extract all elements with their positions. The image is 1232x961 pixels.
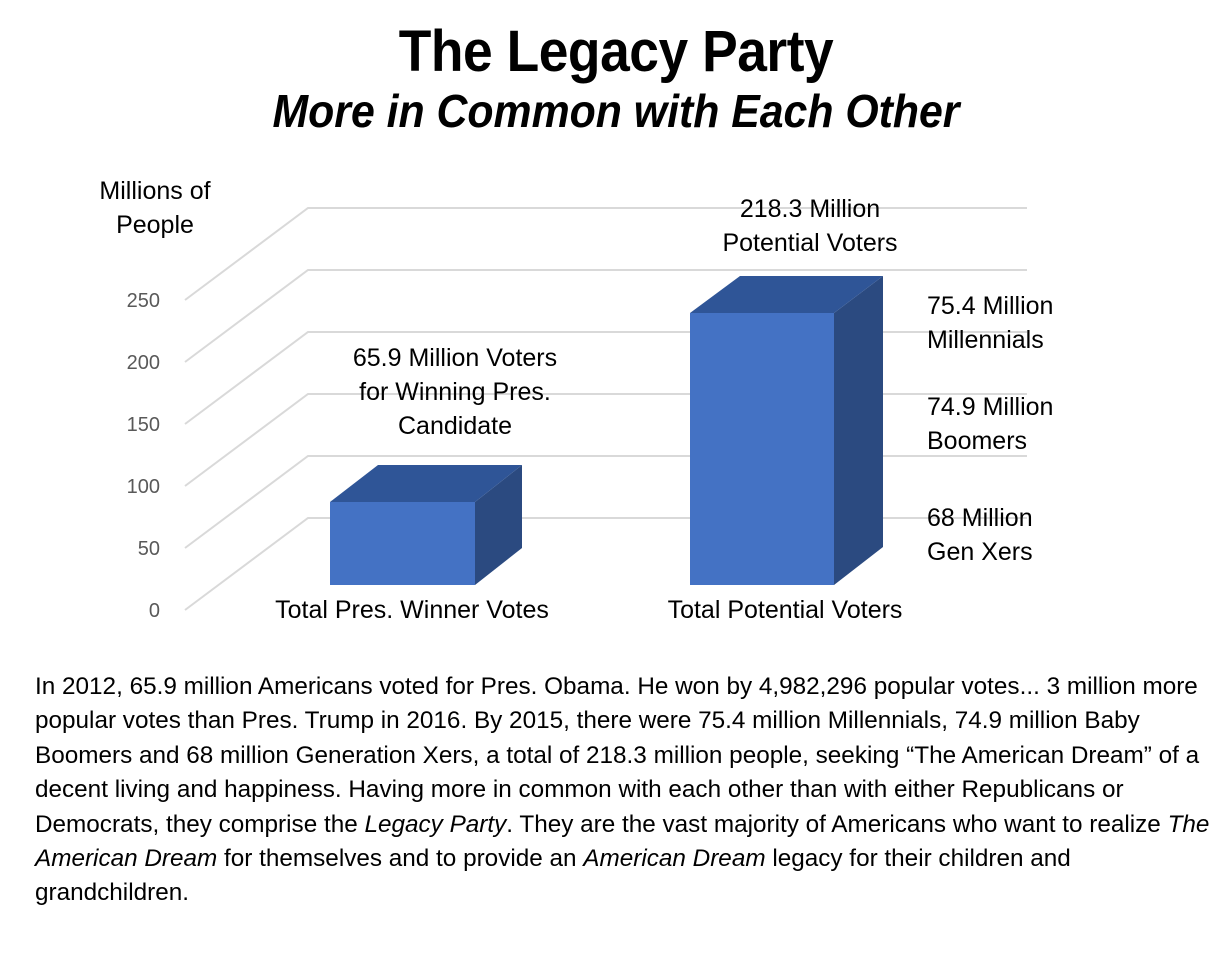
emphasis-american-dream-2: American Dream xyxy=(583,845,766,873)
y-tick-50: 50 xyxy=(137,538,160,560)
x-label-total-potential-voters: Total Potential Voters xyxy=(667,596,903,624)
annotation-boomers: 74.9 Million Boomers xyxy=(927,393,1054,455)
y-tick-100: 100 xyxy=(126,476,160,498)
description-paragraph: In 2012, 65.9 million Americans voted fo… xyxy=(35,673,1210,907)
bar-total-pres-winner-votes xyxy=(330,465,522,585)
bar-side-face xyxy=(834,276,883,585)
gridline-250 xyxy=(184,207,1027,301)
chart-title: The Legacy Party xyxy=(398,19,834,84)
annotation-millennials: 75.4 Million Millennials xyxy=(927,292,1054,354)
bar-top-face xyxy=(330,465,522,502)
y-axis-title: Millions of People xyxy=(99,177,211,239)
annotation-winner-votes: 65.9 Million Voters for Winning Pres. Ca… xyxy=(352,344,558,440)
annotation-potential-voters: 218.3 Million Potential Voters xyxy=(722,195,898,257)
gridline-50 xyxy=(184,455,1027,549)
bar-top-face xyxy=(690,276,883,313)
emphasis-legacy-party: Legacy Party xyxy=(364,810,507,838)
bar-side-face xyxy=(475,465,522,585)
emphasis-american-dream: The American Dream xyxy=(35,810,1210,873)
bar-front-face xyxy=(690,313,834,585)
chart-subtitle: More in Common with Each Other xyxy=(272,85,960,137)
annotation-gen-xers: 68 Million Gen Xers xyxy=(927,504,1033,566)
y-tick-0: 0 xyxy=(148,600,160,622)
y-tick-200: 200 xyxy=(126,352,160,374)
gridline-200 xyxy=(184,269,1027,363)
bar-front-face xyxy=(330,502,475,585)
x-label-total-pres-winner-votes: Total Pres. Winner Votes xyxy=(275,596,549,624)
bar-total-potential-voters xyxy=(690,276,883,585)
y-tick-150: 150 xyxy=(126,414,160,436)
y-tick-250: 250 xyxy=(126,290,160,312)
